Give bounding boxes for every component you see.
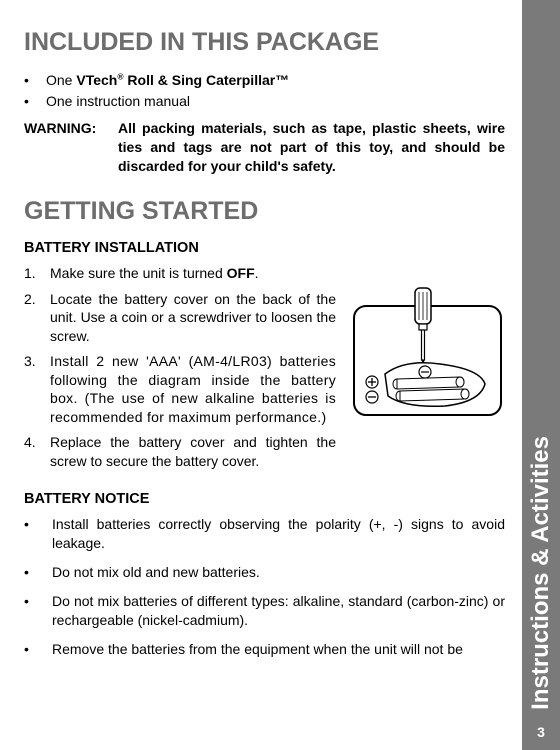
step-text: Make sure the unit is turned OFF.: [50, 264, 259, 282]
battery-illustration: [350, 284, 505, 419]
step-text: Replace the battery cover and tighten th…: [50, 433, 336, 470]
step-text: Locate the battery cover on the back of …: [50, 290, 336, 345]
item-text: One VTech® Roll & Sing Caterpillar™: [46, 71, 289, 90]
notice-text: Remove the batteries from the equipment …: [52, 640, 463, 659]
steps-with-illustration: 1. Make sure the unit is turned OFF. 2. …: [24, 264, 505, 477]
notice-text: Do not mix batteries of different types:…: [52, 592, 505, 630]
bullet-dot: •: [24, 92, 46, 111]
bullet-dot: •: [24, 592, 52, 630]
list-item: 4. Replace the battery cover and tighten…: [24, 433, 336, 470]
list-item: • Remove the batteries from the equipmen…: [24, 640, 505, 659]
item-text: One instruction manual: [46, 92, 190, 111]
step-num: 1.: [24, 264, 50, 282]
bullet-dot: •: [24, 640, 52, 659]
warning-label: WARNING:: [24, 119, 118, 176]
list-item: • Install batteries correctly observing …: [24, 515, 505, 553]
heading-getting-started: GETTING STARTED: [24, 197, 505, 226]
list-item: • Do not mix old and new batteries.: [24, 563, 505, 582]
step-text: Install 2 new 'AAA' (AM-4/LR03) batterie…: [50, 352, 336, 426]
side-tab-page-number: 3: [537, 724, 545, 740]
step-num: 4.: [24, 433, 50, 470]
warning-text: All packing materials, such as tape, pla…: [118, 119, 505, 176]
list-item: 2. Locate the battery cover on the back …: [24, 290, 336, 345]
list-item: 1. Make sure the unit is turned OFF.: [24, 264, 336, 282]
side-tab-label: Instructions & Activities: [527, 436, 555, 710]
step-num: 3.: [24, 352, 50, 426]
subheading-battery-install: BATTERY INSTALLATION: [24, 240, 505, 256]
list-item: • One instruction manual: [24, 92, 505, 111]
bullet-dot: •: [24, 515, 52, 553]
list-item: 3. Install 2 new 'AAA' (AM-4/LR03) batte…: [24, 352, 336, 426]
included-list: • One VTech® Roll & Sing Caterpillar™ • …: [24, 71, 505, 111]
warning-row: WARNING: All packing materials, such as …: [24, 119, 505, 176]
step-num: 2.: [24, 290, 50, 345]
page-content: INCLUDED IN THIS PACKAGE • One VTech® Ro…: [0, 0, 525, 688]
side-tab: Instructions & Activities 3: [522, 0, 560, 750]
install-steps: 1. Make sure the unit is turned OFF. 2. …: [24, 264, 336, 477]
subheading-battery-notice: BATTERY NOTICE: [24, 491, 505, 507]
notice-list: • Install batteries correctly observing …: [24, 515, 505, 658]
bullet-dot: •: [24, 563, 52, 582]
bullet-dot: •: [24, 71, 46, 90]
list-item: • Do not mix batteries of different type…: [24, 592, 505, 630]
list-item: • One VTech® Roll & Sing Caterpillar™: [24, 71, 505, 90]
notice-text: Install batteries correctly observing th…: [52, 515, 505, 553]
notice-text: Do not mix old and new batteries.: [52, 563, 260, 582]
heading-included: INCLUDED IN THIS PACKAGE: [24, 28, 505, 57]
